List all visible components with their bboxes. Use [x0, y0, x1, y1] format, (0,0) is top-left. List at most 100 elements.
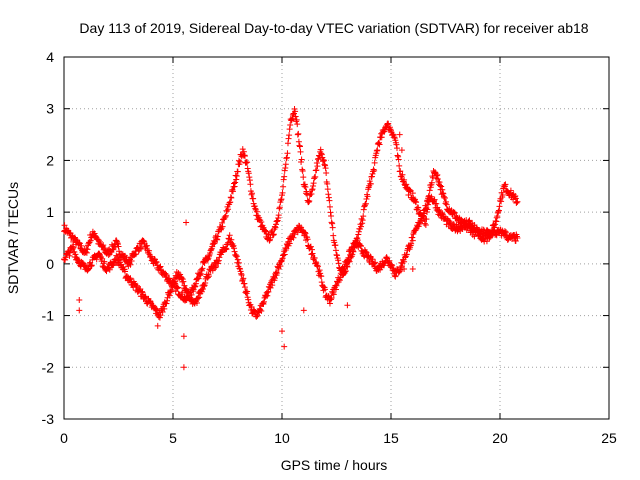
- data-point: [289, 115, 296, 122]
- data-point: [279, 255, 286, 262]
- data-point: [234, 256, 241, 263]
- outlier-point: [398, 147, 405, 154]
- data-point: [314, 263, 321, 270]
- data-point: [236, 265, 243, 272]
- data-point: [425, 201, 432, 208]
- data-point: [334, 252, 341, 259]
- data-point: [372, 259, 379, 266]
- data-point: [464, 222, 471, 229]
- data-point: [228, 236, 235, 243]
- data-point: [376, 141, 383, 148]
- data-point: [235, 157, 242, 164]
- data-point: [307, 243, 314, 250]
- data-point: [512, 195, 519, 202]
- data-point: [61, 222, 68, 229]
- data-point: [439, 210, 446, 217]
- data-point: [219, 223, 226, 230]
- y-tick-label: 1: [46, 204, 54, 220]
- data-point: [413, 199, 420, 206]
- data-point: [408, 240, 415, 247]
- data-point: [303, 188, 310, 195]
- data-point: [443, 201, 450, 208]
- data-point: [308, 187, 315, 194]
- data-point: [502, 181, 509, 188]
- data-point: [247, 181, 254, 188]
- data-point: [314, 156, 321, 163]
- data-point: [326, 300, 333, 307]
- data-point: [243, 159, 250, 166]
- data-point: [440, 190, 447, 197]
- data-point: [390, 265, 397, 272]
- data-point: [273, 269, 280, 276]
- data-point: [284, 150, 291, 157]
- y-tick-label: 4: [46, 49, 54, 65]
- data-point: [324, 180, 331, 187]
- data-point: [347, 252, 354, 259]
- data-point: [328, 219, 335, 226]
- data-point: [196, 294, 203, 301]
- data-point: [310, 180, 317, 187]
- data-point: [318, 150, 325, 157]
- data-point: [332, 286, 339, 293]
- data-point: [396, 268, 403, 275]
- data-point: [434, 171, 441, 178]
- y-tick-label: -1: [42, 308, 55, 324]
- outlier-point: [180, 364, 187, 371]
- data-point: [480, 226, 487, 233]
- data-point: [192, 280, 199, 287]
- x-axis-label: GPS time / hours: [281, 457, 388, 473]
- data-point: [280, 183, 287, 190]
- data-point: [395, 153, 402, 160]
- data-point: [270, 231, 277, 238]
- data-point: [244, 159, 251, 166]
- data-point: [271, 275, 278, 282]
- data-point: [202, 279, 209, 286]
- data-point: [148, 253, 155, 260]
- data-point: [240, 148, 247, 155]
- data-point: [301, 181, 308, 188]
- data-point: [246, 174, 253, 181]
- x-tick-label: 0: [60, 430, 68, 446]
- data-point: [278, 196, 285, 203]
- data-point: [402, 254, 409, 261]
- data-point: [394, 152, 401, 159]
- data-point: [180, 278, 187, 285]
- data-point: [362, 200, 369, 207]
- data-point: [174, 284, 181, 291]
- data-point: [161, 305, 168, 312]
- data-point: [109, 246, 116, 253]
- data-point: [336, 277, 343, 284]
- data-point: [499, 191, 506, 198]
- data-point: [164, 297, 171, 304]
- data-point: [493, 218, 500, 225]
- data-point: [318, 279, 325, 286]
- data-point: [296, 142, 303, 149]
- data-point: [421, 220, 428, 227]
- data-point: [225, 235, 232, 242]
- data-point: [314, 163, 321, 170]
- data-point: [419, 216, 426, 223]
- data-point: [329, 289, 336, 296]
- data-point: [132, 251, 139, 258]
- data-point: [231, 248, 238, 255]
- data-point: [253, 208, 260, 215]
- data-point: [157, 263, 164, 270]
- data-point: [325, 191, 332, 198]
- data-point: [357, 242, 364, 249]
- data-point: [317, 270, 324, 277]
- data-point: [360, 206, 367, 213]
- data-point: [213, 264, 220, 271]
- data-point: [66, 249, 73, 256]
- data-point: [441, 195, 448, 202]
- data-point: [214, 236, 221, 243]
- data-point: [257, 306, 264, 313]
- data-point: [84, 246, 91, 253]
- data-point: [62, 254, 69, 261]
- data-point: [227, 199, 234, 206]
- data-point: [358, 243, 365, 250]
- data-point: [305, 198, 312, 205]
- data-point: [281, 173, 288, 180]
- data-point: [241, 153, 248, 160]
- data-point: [438, 183, 445, 190]
- data-point: [398, 262, 405, 269]
